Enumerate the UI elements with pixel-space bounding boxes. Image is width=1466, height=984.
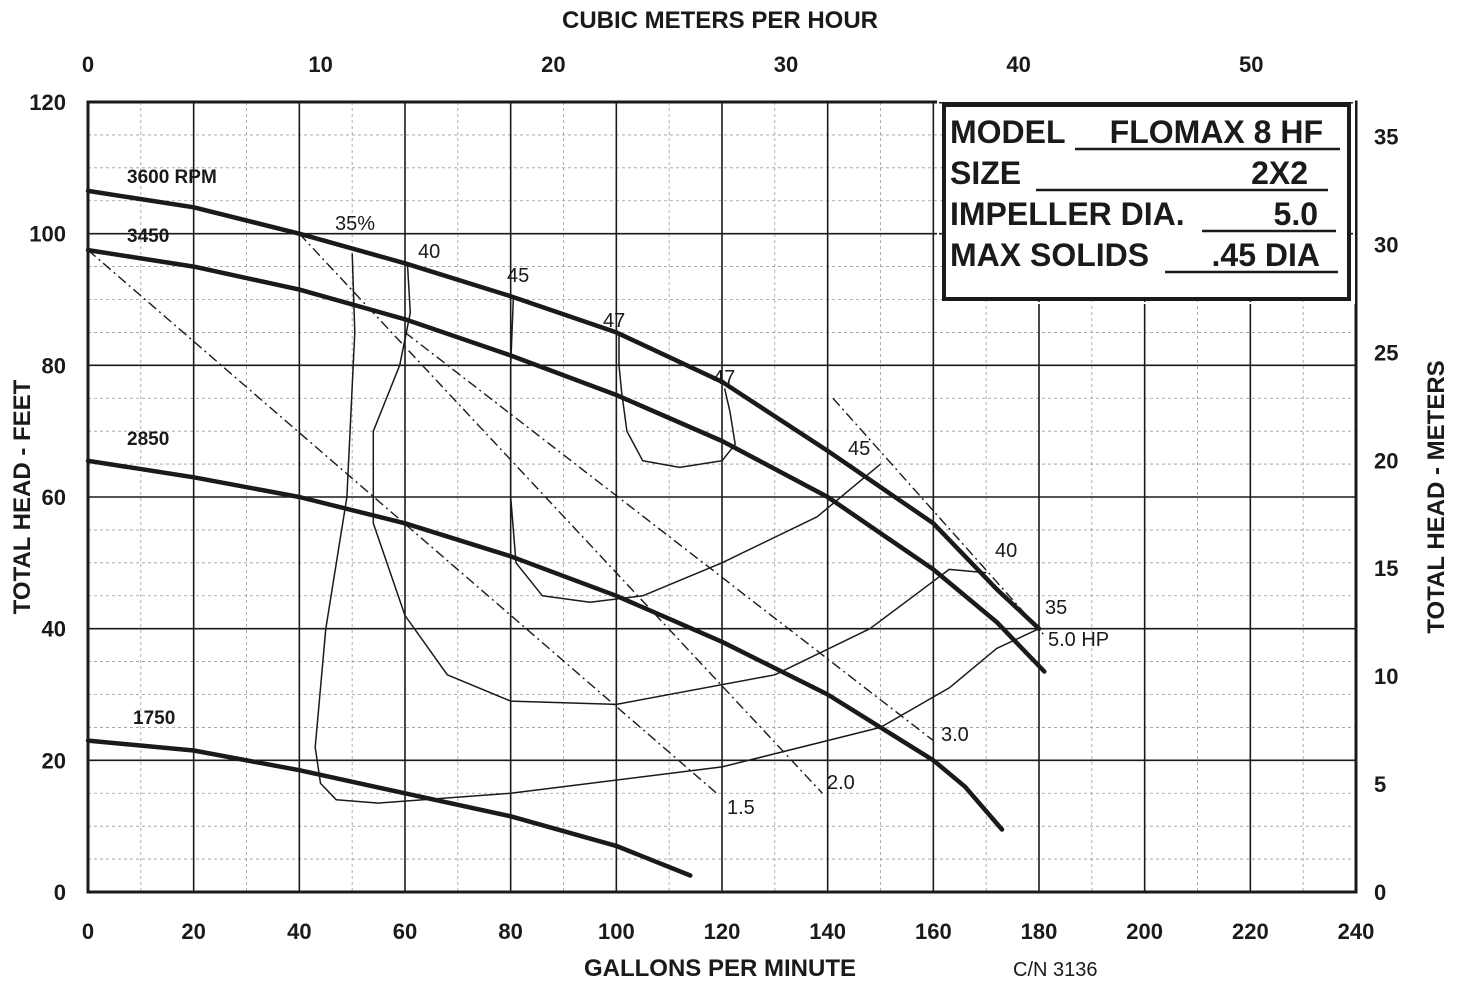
- y2-tick-label: 15: [1374, 556, 1398, 581]
- eff-label-40-right: 40: [995, 540, 1017, 562]
- y-tick-label: 100: [29, 222, 66, 247]
- y-tick-label: 20: [42, 748, 66, 773]
- y-tick-label: 40: [42, 617, 66, 642]
- horsepower-lines: [87, 233, 1045, 794]
- y2-axis-title: TOTAL HEAD - METERS: [1423, 360, 1450, 633]
- efficiency-curve: [314, 253, 1040, 804]
- x2-tick-label: 10: [308, 52, 332, 77]
- y2-tick-label: 0: [1374, 880, 1386, 905]
- efficiency-curves: [314, 253, 1040, 804]
- y-tick-labels: 0 20 40 60 80 100 120: [29, 90, 66, 905]
- y2-tick-label: 30: [1374, 232, 1398, 257]
- x-tick-labels: 0 20 40 60 80 100 120 140 160 180 200 220 240: [82, 919, 1374, 944]
- x-tick-label: 160: [915, 919, 952, 944]
- y-tick-label: 120: [29, 90, 66, 115]
- x-axis-title: GALLONS PER MINUTE: [584, 955, 856, 982]
- y2-tick-label: 35: [1374, 125, 1398, 150]
- model-info-box: MODEL FLOMAX 8 HF SIZE 2X2 IMPELLER DIA.…: [937, 100, 1355, 304]
- y2-tick-label: 10: [1374, 664, 1398, 689]
- head-curve-1750: [85, 738, 693, 878]
- x-tick-label: 140: [809, 919, 846, 944]
- series-label-1750: 1750: [133, 708, 175, 729]
- x-tick-label: 100: [598, 919, 635, 944]
- series-label-3600: 3600 RPM: [127, 167, 217, 188]
- hp-line: [298, 233, 823, 794]
- hp-label-5-0: 5.0 HP: [1048, 629, 1109, 651]
- model-row-value: FLOMAX 8 HF: [1110, 114, 1323, 150]
- x2-tick-label: 30: [774, 52, 798, 77]
- impeller-row-value: 5.0: [1274, 196, 1318, 232]
- y-axis-title: TOTAL HEAD - FEET: [9, 379, 36, 614]
- x2-tick-labels: 0 10 20 30 40 50: [82, 52, 1264, 77]
- y2-tick-label: 20: [1374, 448, 1398, 473]
- efficiency-curve: [372, 266, 987, 706]
- x-tick-label: 200: [1126, 919, 1163, 944]
- eff-label-45-top: 45: [507, 265, 529, 287]
- head-curve-2850: [85, 458, 1005, 832]
- hp-label-3-0: 3.0: [941, 724, 969, 746]
- x-tick-label: 180: [1021, 919, 1058, 944]
- head-curve-3450: [85, 247, 1047, 674]
- y-tick-label: 60: [42, 485, 66, 510]
- y-tick-label: 0: [54, 880, 66, 905]
- x2-tick-label: 40: [1006, 52, 1030, 77]
- x-tick-label: 40: [287, 919, 311, 944]
- x-tick-label: 0: [82, 919, 94, 944]
- y2-tick-label: 5: [1374, 772, 1386, 797]
- head-curve-3600: [85, 188, 1042, 631]
- hp-label-1-5: 1.5: [727, 797, 755, 819]
- eff-label-35-right: 35: [1045, 597, 1067, 619]
- solids-row-label: MAX SOLIDS: [950, 237, 1149, 273]
- x-tick-label: 220: [1232, 919, 1269, 944]
- x2-tick-label: 0: [82, 52, 94, 77]
- x2-tick-label: 50: [1239, 52, 1263, 77]
- series-label-2850: 2850: [127, 429, 169, 450]
- x-tick-label: 240: [1338, 919, 1375, 944]
- model-row-label: MODEL: [950, 114, 1066, 150]
- x-tick-label: 120: [704, 919, 741, 944]
- series-label-3450: 3450: [127, 226, 169, 247]
- hp-label-2-0: 2.0: [827, 772, 855, 794]
- hp-line: [832, 397, 1045, 636]
- efficiency-curve: [509, 299, 881, 604]
- size-row-value: 2X2: [1251, 155, 1308, 191]
- head-curves: [85, 188, 1047, 878]
- y2-tick-labels: 0 5 10 15 20 25 30 35: [1374, 125, 1398, 905]
- size-row-label: SIZE: [950, 155, 1021, 191]
- x2-axis-title: CUBIC METERS PER HOUR: [562, 7, 878, 34]
- y2-tick-label: 25: [1374, 340, 1398, 365]
- eff-label-35-top: 35%: [335, 213, 375, 235]
- eff-label-47-b: 47: [713, 367, 735, 389]
- x-tick-label: 80: [498, 919, 522, 944]
- catalog-number: C/N 3136: [1013, 959, 1098, 981]
- x-tick-label: 60: [393, 919, 417, 944]
- eff-label-45-right: 45: [848, 438, 870, 460]
- efficiency-curve: [618, 332, 736, 469]
- solids-row-value: .45 DIA: [1212, 237, 1320, 273]
- plot-frame: [86, 100, 1358, 894]
- y-tick-label: 80: [42, 353, 66, 378]
- eff-label-47-a: 47: [603, 310, 625, 332]
- x2-tick-label: 20: [541, 52, 565, 77]
- eff-label-40-top: 40: [418, 241, 440, 263]
- impeller-row-label: IMPELLER DIA.: [950, 196, 1185, 232]
- x-tick-label: 20: [181, 919, 205, 944]
